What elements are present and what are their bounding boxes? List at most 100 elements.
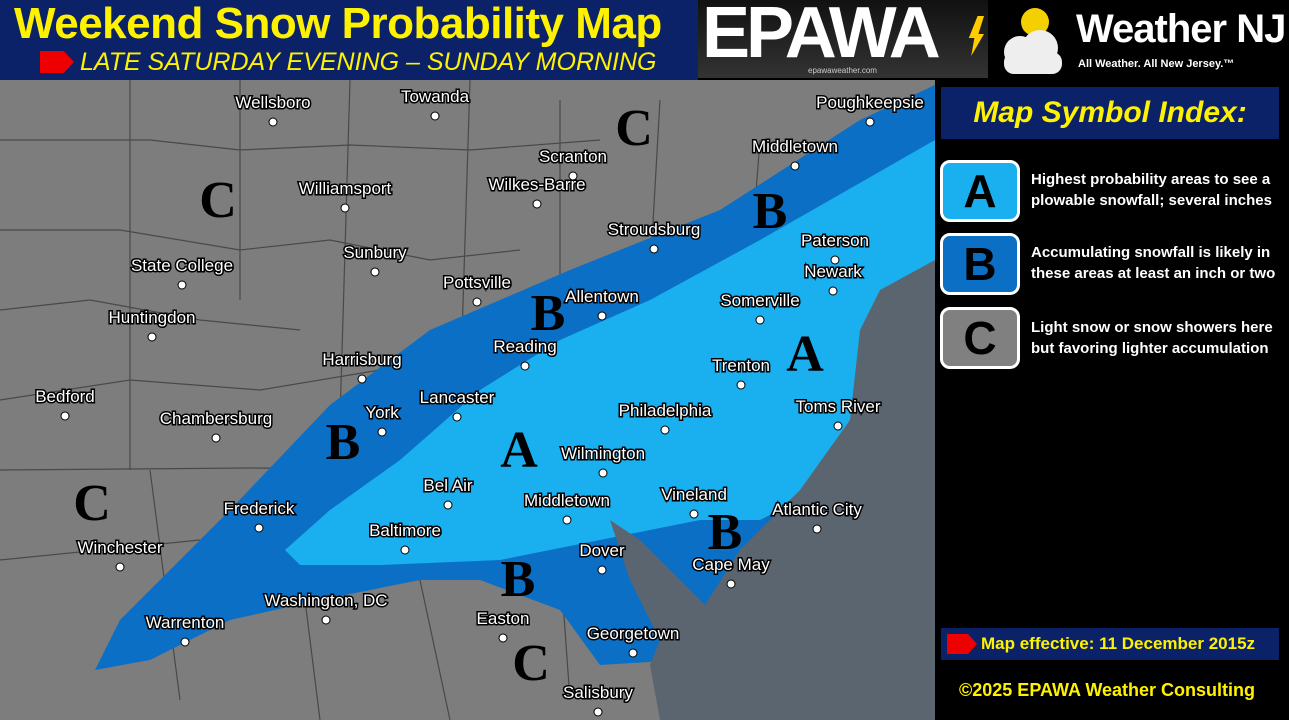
city-label: York xyxy=(365,403,399,422)
city-label: Georgetown xyxy=(587,624,680,643)
zone-letter-b: B xyxy=(708,504,743,561)
zone-letter-c: C xyxy=(199,172,237,229)
city-label: Sunbury xyxy=(343,243,407,262)
city-dot xyxy=(532,199,542,209)
legend-key-b: B xyxy=(940,233,1020,295)
weather-nj-logo: Weather NJ All Weather. All New Jersey.™ xyxy=(990,0,1289,78)
city-dot xyxy=(60,411,70,421)
city-dot xyxy=(498,633,508,643)
zone-letter-a: A xyxy=(786,326,824,383)
arrow-icon xyxy=(40,51,74,73)
city-label: Williamsport xyxy=(299,179,392,198)
city-label: Poughkeepsie xyxy=(816,93,924,112)
city-dot xyxy=(649,244,659,254)
city-label: Wilkes-Barre xyxy=(488,175,585,194)
city-dot xyxy=(568,171,578,181)
lightning-icon xyxy=(968,16,984,56)
city-label: Philadelphia xyxy=(619,401,712,420)
city-label: Easton xyxy=(477,609,530,628)
city-dot xyxy=(833,421,843,431)
city-label: Lancaster xyxy=(420,388,495,407)
ocean xyxy=(610,260,935,720)
city-dot xyxy=(790,161,800,171)
city-label: Winchester xyxy=(77,538,162,557)
city-label: Wilmington xyxy=(561,444,645,463)
effective-text: Map effective: 11 December 2015z xyxy=(981,634,1256,653)
map-effective: Map effective: 11 December 2015z xyxy=(941,628,1279,660)
city-dot xyxy=(828,286,838,296)
arrow-icon xyxy=(947,634,977,654)
city-label: Huntingdon xyxy=(109,308,196,327)
subtitle: LATE SATURDAY EVENING – SUNDAY MORNING xyxy=(80,48,657,76)
zone-a-area xyxy=(285,140,935,565)
city-dot xyxy=(115,562,125,572)
city-dot xyxy=(812,524,822,534)
city-dot xyxy=(254,523,264,533)
zone-letter-b: B xyxy=(531,285,566,342)
city-label: Wellsboro xyxy=(235,93,310,112)
city-label: Warrenton xyxy=(146,613,225,632)
copyright: ©2025 EPAWA Weather Consulting xyxy=(959,680,1255,700)
city-label: State College xyxy=(131,256,233,275)
city-label: Newark xyxy=(804,262,862,281)
city-label: Atlantic City xyxy=(772,500,862,519)
city-dot xyxy=(357,374,367,384)
legend-panel: Map Symbol Index: A Highest probability … xyxy=(935,80,1289,720)
city-dot xyxy=(211,433,221,443)
city-label: Reading xyxy=(493,337,556,356)
city-dot xyxy=(597,565,607,575)
city-dot xyxy=(472,297,482,307)
epawa-logo: EPAWA epawaweather.com xyxy=(698,0,988,78)
city-dot xyxy=(430,111,440,121)
city-dot xyxy=(452,412,462,422)
legend-key-a: A xyxy=(940,160,1020,222)
city-label: Somerville xyxy=(720,291,799,310)
city-dot xyxy=(660,425,670,435)
city-dot xyxy=(321,615,331,625)
city-label: Trenton xyxy=(712,356,770,375)
city-dot xyxy=(562,515,572,525)
city-dot xyxy=(865,117,875,127)
zone-letter-c: C xyxy=(73,475,111,532)
city-dot xyxy=(443,500,453,510)
city-label: Towanda xyxy=(401,87,470,106)
zone-letter-b: B xyxy=(326,414,361,471)
weather-nj-tagline: All Weather. All New Jersey.™ xyxy=(1078,58,1235,70)
city-dot xyxy=(736,380,746,390)
city-dot xyxy=(597,311,607,321)
legend-text-b: Accumulating snowfall is likely in these… xyxy=(1031,244,1276,282)
zone-letter-c: C xyxy=(512,635,550,692)
city-dot xyxy=(830,255,840,265)
city-dot xyxy=(520,361,530,371)
city-label: Paterson xyxy=(801,231,869,250)
city-label: Cape May xyxy=(692,555,770,574)
weather-nj-text: Weather NJ xyxy=(1076,7,1286,51)
city-label: Bedford xyxy=(35,387,95,406)
city-dot xyxy=(147,332,157,342)
city-label: Pottsville xyxy=(443,273,511,292)
city-dot xyxy=(628,648,638,658)
zone-letter-a: A xyxy=(500,422,538,479)
legend-key-c: C xyxy=(940,307,1020,369)
city-label: Bel Air xyxy=(423,476,472,495)
city-label: Scranton xyxy=(539,147,607,166)
epawa-logo-text: EPAWA xyxy=(702,0,941,73)
city-labels: Wellsboro Towanda Poughkeepsie Middletown Sc… xyxy=(34,86,925,717)
city-dot xyxy=(689,509,699,519)
city-dot xyxy=(180,637,190,647)
legend-title: Map Symbol Index: xyxy=(941,87,1279,139)
city-dot xyxy=(400,545,410,555)
city-dot xyxy=(268,117,278,127)
city-dot xyxy=(177,280,187,290)
city-dot xyxy=(340,203,350,213)
city-dot xyxy=(755,315,765,325)
legend-text-a: Highest probability areas to see a plowa… xyxy=(1031,171,1272,209)
snow-map: Wellsboro Towanda Poughkeepsie Middletown Sc… xyxy=(0,80,935,720)
city-label: Chambersburg xyxy=(160,409,272,428)
city-dot xyxy=(593,707,603,717)
city-label: Stroudsburg xyxy=(608,220,701,239)
city-label: Frederick xyxy=(224,499,295,518)
city-label: Dover xyxy=(579,541,625,560)
zone-letter-c: C xyxy=(615,100,653,157)
